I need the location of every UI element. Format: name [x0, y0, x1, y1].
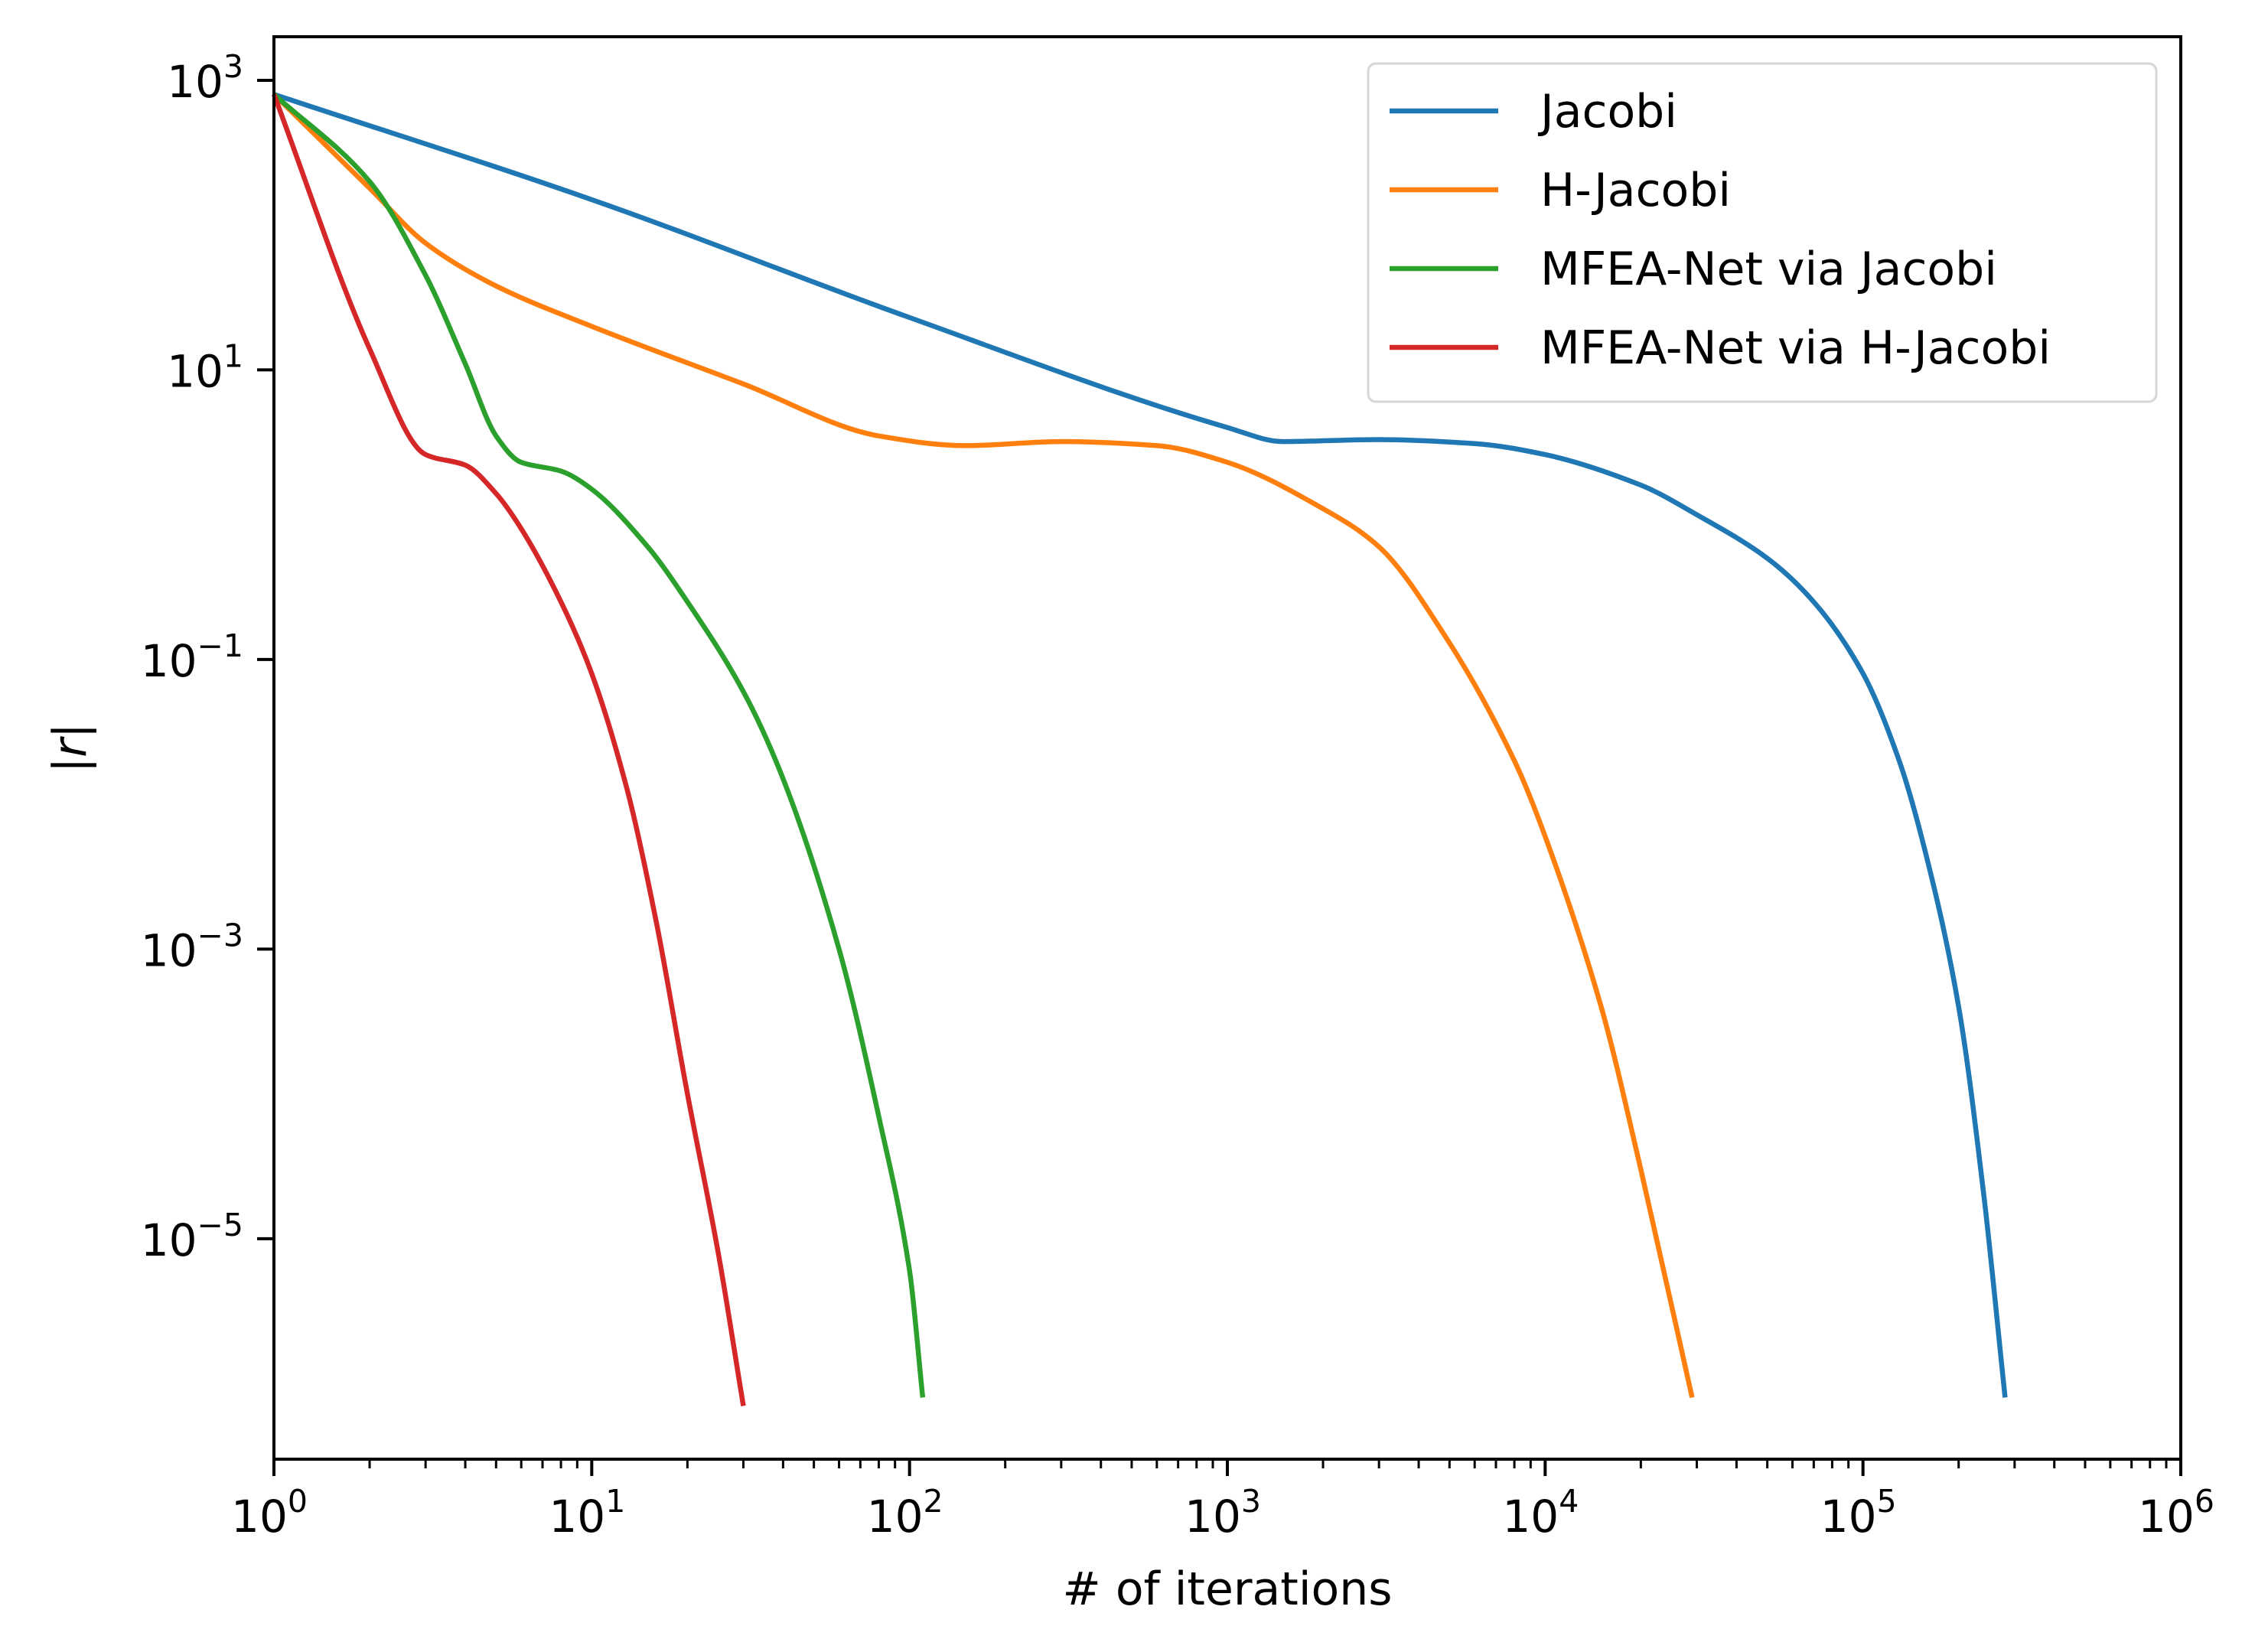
- legend-box: [1367, 62, 2158, 403]
- y-axis-title: |r|: [44, 723, 97, 773]
- x-tick-label: 103: [1185, 1483, 1261, 1543]
- x-tick-label: 104: [1502, 1483, 1579, 1543]
- x-tick-label: 102: [867, 1483, 943, 1543]
- series-line-mfea-net-via-h-jacobi: [271, 93, 746, 1406]
- series-line-mfea-net-via-jacobi: [272, 92, 926, 1398]
- y-tick-label: 10−5: [141, 1207, 243, 1266]
- x-tick-label: 101: [549, 1483, 625, 1543]
- x-tick-label: 100: [231, 1483, 308, 1543]
- ticks-layer: 100 101 102 103 104 105 106 103 101 10−1 10−3 10−5: [141, 48, 2214, 1543]
- legend-label-h-jacobi: H-Jacobi: [1540, 164, 1731, 217]
- series-layer: [271, 92, 2008, 1406]
- series-line-jacobi: [272, 92, 2008, 1398]
- y-tick-label: 103: [167, 48, 243, 108]
- legend: Jacobi H-Jacobi MFEA-Net via Jacobi MFEA-Ne…: [1367, 62, 2158, 403]
- legend-label-mfea-net-via-jacobi: MFEA-Net via Jacobi: [1540, 243, 1997, 296]
- x-tick-label: 106: [2138, 1483, 2214, 1543]
- x-axis-title: # of iterations: [1063, 1562, 1393, 1616]
- y-tick-label: 10−1: [141, 627, 243, 687]
- legend-label-mfea-net-via-h-jacobi: MFEA-Net via H-Jacobi: [1540, 321, 2051, 375]
- x-tick-label: 105: [1820, 1483, 1897, 1543]
- y-tick-label: 10−3: [141, 917, 243, 976]
- series-line-h-jacobi: [272, 92, 1695, 1399]
- y-tick-label: 101: [167, 337, 243, 397]
- plot-frame: [272, 35, 2182, 1461]
- legend-label-jacobi: Jacobi: [1537, 85, 1677, 138]
